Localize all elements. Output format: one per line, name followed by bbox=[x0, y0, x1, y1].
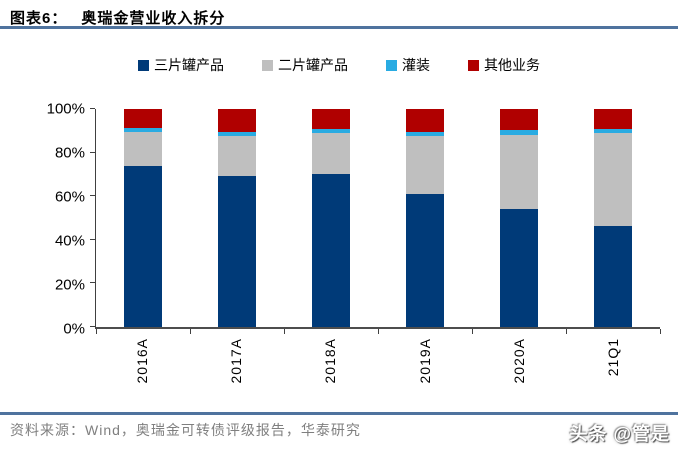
bar-segment bbox=[406, 136, 444, 195]
bar-segment bbox=[312, 174, 350, 327]
bar-segment bbox=[500, 109, 538, 130]
bar-segment bbox=[406, 194, 444, 327]
x-axis-tick bbox=[378, 329, 379, 334]
stacked-bar bbox=[312, 109, 350, 327]
x-tick-label: 2018A bbox=[283, 329, 377, 393]
bar-segment bbox=[312, 109, 350, 129]
x-tick-label-text: 2020A bbox=[510, 338, 527, 384]
plot-area bbox=[90, 108, 661, 334]
bar-segment bbox=[124, 109, 162, 128]
y-axis-tick bbox=[90, 108, 95, 109]
x-tick-label-text: 2019A bbox=[416, 338, 433, 384]
bar-segment bbox=[594, 109, 632, 129]
x-axis-tick bbox=[660, 329, 661, 334]
y-axis-labels: 0% 20% 40% 60% 80% 100% bbox=[0, 101, 95, 338]
figure-footer: 资料来源：Wind，奥瑞金可转债评级报告，华泰研究 bbox=[0, 412, 678, 445]
x-axis-tick bbox=[96, 329, 97, 334]
x-axis-labels: 2016A 2017A 2018A 2019A 2020A 21Q1 bbox=[95, 329, 678, 393]
x-tick-label-text: 2018A bbox=[322, 338, 339, 384]
x-tick-label-text: 2016A bbox=[134, 338, 151, 384]
source-note: 资料来源：Wind，奥瑞金可转债评级报告，华泰研究 bbox=[10, 422, 361, 438]
legend-label: 二片罐产品 bbox=[278, 57, 348, 73]
figure-header: 图表6： 奥瑞金营业收入拆分 bbox=[0, 0, 678, 29]
y-axis-tick bbox=[90, 238, 95, 240]
bar-segment bbox=[406, 109, 444, 132]
legend-swatch bbox=[386, 59, 397, 71]
y-tick-label: 0% bbox=[63, 320, 85, 338]
stacked-bar bbox=[594, 109, 632, 327]
y-tick-label: 20% bbox=[54, 276, 85, 294]
bar-segment bbox=[406, 131, 444, 137]
figure-title: 奥瑞金营业收入拆分 bbox=[81, 10, 226, 27]
y-tick-label: 80% bbox=[54, 144, 85, 162]
y-axis-tick bbox=[90, 326, 95, 327]
legend-item: 二片罐产品 bbox=[262, 55, 348, 75]
legend-label: 其他业务 bbox=[484, 57, 540, 73]
x-tick-label: 2017A bbox=[189, 329, 283, 393]
x-axis-tick bbox=[566, 329, 567, 334]
y-axis-tick bbox=[90, 195, 95, 197]
bar-segment bbox=[594, 128, 632, 133]
y-axis-tick bbox=[90, 151, 95, 153]
bar-segment bbox=[218, 175, 256, 327]
x-tick-label: 2020A bbox=[472, 329, 566, 393]
x-axis-tick bbox=[284, 329, 285, 334]
stacked-bar bbox=[500, 109, 538, 327]
x-tick-label: 21Q1 bbox=[566, 329, 660, 393]
chart-area: 0% 20% 40% 60% 80% 100% bbox=[0, 101, 678, 338]
bar-segment bbox=[500, 135, 538, 210]
bar-segment bbox=[124, 131, 162, 166]
bar-segment bbox=[500, 209, 538, 327]
stacked-bar bbox=[124, 109, 162, 327]
bar-segment bbox=[312, 128, 350, 133]
legend-item: 其他业务 bbox=[468, 55, 540, 75]
x-tick-label: 2019A bbox=[378, 329, 472, 393]
legend-label: 灌装 bbox=[402, 57, 430, 73]
legend-item: 灌装 bbox=[386, 55, 430, 75]
bar-segment bbox=[218, 109, 256, 132]
y-tick-label: 60% bbox=[54, 188, 85, 206]
chart-legend: 三片罐产品 二片罐产品 灌装 其他业务 bbox=[0, 55, 678, 75]
legend-swatch bbox=[138, 59, 149, 71]
x-axis-tick bbox=[190, 329, 191, 334]
bar-segment bbox=[124, 165, 162, 327]
x-tick-label-text: 2017A bbox=[228, 338, 245, 384]
x-axis-tick bbox=[472, 329, 473, 334]
legend-swatch bbox=[468, 59, 479, 71]
watermark: 头条 @管是 bbox=[569, 424, 670, 444]
stacked-bar bbox=[406, 109, 444, 327]
y-tick-label: 100% bbox=[46, 100, 85, 118]
bar-segment bbox=[218, 131, 256, 137]
y-tick-label: 40% bbox=[54, 232, 85, 250]
figure-number: 图表6： bbox=[10, 10, 68, 27]
bar-segment bbox=[500, 129, 538, 136]
bar-segment bbox=[594, 133, 632, 226]
x-tick-label-text: 21Q1 bbox=[604, 338, 621, 377]
stacked-bar bbox=[218, 109, 256, 327]
bar-segment bbox=[124, 127, 162, 132]
legend-item: 三片罐产品 bbox=[138, 55, 224, 75]
bar-segment bbox=[218, 136, 256, 176]
legend-label: 三片罐产品 bbox=[154, 57, 224, 73]
bar-segment bbox=[594, 225, 632, 327]
bar-segment bbox=[312, 133, 350, 175]
x-tick-label: 2016A bbox=[95, 329, 189, 393]
y-axis-tick bbox=[90, 282, 95, 284]
legend-swatch bbox=[262, 59, 273, 71]
